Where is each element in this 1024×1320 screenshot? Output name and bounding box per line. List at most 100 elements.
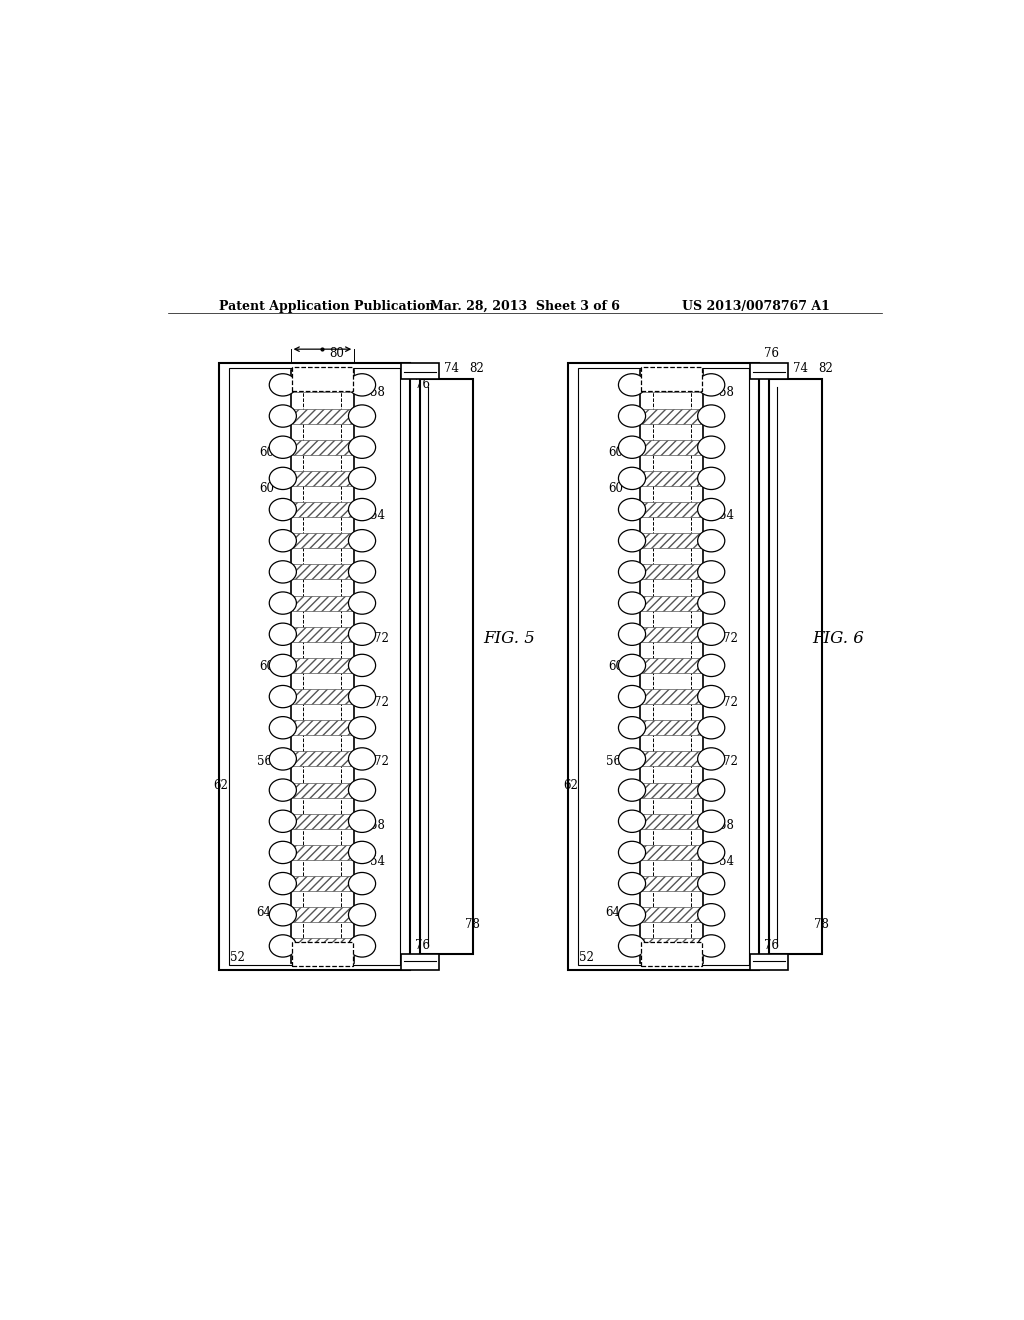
Ellipse shape — [618, 873, 645, 895]
Ellipse shape — [618, 841, 645, 863]
Ellipse shape — [697, 873, 725, 895]
Bar — [219, 363, 410, 970]
Text: 72: 72 — [374, 755, 389, 768]
Text: 74: 74 — [793, 363, 808, 375]
Ellipse shape — [269, 717, 296, 739]
Text: 62: 62 — [214, 779, 228, 792]
Ellipse shape — [348, 841, 376, 863]
Bar — [401, 954, 439, 970]
Bar — [293, 657, 352, 673]
Ellipse shape — [269, 591, 296, 614]
Bar — [293, 378, 352, 392]
Bar — [640, 370, 703, 964]
Text: 62: 62 — [563, 779, 578, 792]
Ellipse shape — [348, 374, 376, 396]
Text: 60: 60 — [259, 660, 274, 673]
Ellipse shape — [269, 747, 296, 770]
Ellipse shape — [269, 374, 296, 396]
Text: 60: 60 — [608, 446, 624, 459]
Ellipse shape — [348, 561, 376, 583]
Bar — [642, 876, 701, 891]
Bar — [291, 370, 354, 964]
Bar — [293, 813, 352, 829]
Bar — [578, 368, 750, 965]
Bar — [641, 942, 701, 966]
Ellipse shape — [269, 467, 296, 490]
Bar — [751, 954, 788, 970]
Ellipse shape — [348, 873, 376, 895]
Bar — [642, 533, 701, 548]
Ellipse shape — [618, 655, 645, 677]
Ellipse shape — [269, 904, 296, 925]
Ellipse shape — [348, 747, 376, 770]
Text: 78: 78 — [814, 917, 829, 931]
Ellipse shape — [697, 467, 725, 490]
Ellipse shape — [269, 436, 296, 458]
Bar — [293, 751, 352, 767]
Bar — [642, 657, 701, 673]
Ellipse shape — [348, 685, 376, 708]
Bar — [642, 907, 701, 923]
Ellipse shape — [697, 591, 725, 614]
Ellipse shape — [348, 499, 376, 520]
Text: 60: 60 — [608, 660, 624, 673]
Ellipse shape — [348, 717, 376, 739]
Ellipse shape — [618, 810, 645, 833]
Ellipse shape — [269, 873, 296, 895]
Text: 56: 56 — [257, 755, 271, 768]
Bar — [293, 440, 352, 454]
Bar — [642, 502, 701, 517]
Ellipse shape — [348, 779, 376, 801]
Text: 58: 58 — [719, 818, 734, 832]
Text: US 2013/0078767 A1: US 2013/0078767 A1 — [682, 300, 830, 313]
Bar — [293, 533, 352, 548]
Ellipse shape — [697, 810, 725, 833]
Bar — [642, 939, 701, 953]
Bar — [642, 595, 701, 611]
Bar — [769, 379, 822, 954]
Ellipse shape — [348, 904, 376, 925]
Text: FIG. 6: FIG. 6 — [812, 631, 864, 647]
Text: 78: 78 — [465, 917, 480, 931]
Bar — [293, 409, 352, 424]
Ellipse shape — [269, 779, 296, 801]
Bar — [568, 363, 759, 970]
Ellipse shape — [269, 935, 296, 957]
Ellipse shape — [697, 374, 725, 396]
Ellipse shape — [269, 685, 296, 708]
Ellipse shape — [348, 436, 376, 458]
Ellipse shape — [618, 561, 645, 583]
Bar — [293, 471, 352, 486]
Text: 76: 76 — [416, 379, 430, 391]
Ellipse shape — [618, 591, 645, 614]
Ellipse shape — [697, 904, 725, 925]
Bar — [293, 627, 352, 642]
Bar — [293, 845, 352, 859]
Bar — [293, 565, 352, 579]
Ellipse shape — [697, 841, 725, 863]
Ellipse shape — [269, 623, 296, 645]
Ellipse shape — [618, 685, 645, 708]
Bar — [293, 721, 352, 735]
Bar — [642, 471, 701, 486]
Ellipse shape — [348, 810, 376, 833]
Ellipse shape — [269, 561, 296, 583]
Bar — [642, 378, 701, 392]
Ellipse shape — [269, 499, 296, 520]
Text: 58: 58 — [370, 818, 385, 832]
Ellipse shape — [697, 529, 725, 552]
Ellipse shape — [618, 747, 645, 770]
Ellipse shape — [618, 935, 645, 957]
Ellipse shape — [348, 467, 376, 490]
Text: 52: 52 — [229, 952, 245, 965]
Text: 64: 64 — [606, 906, 621, 919]
Ellipse shape — [618, 436, 645, 458]
Bar — [292, 367, 352, 391]
Bar — [642, 627, 701, 642]
Ellipse shape — [697, 717, 725, 739]
Ellipse shape — [697, 405, 725, 428]
Bar — [228, 368, 400, 965]
Text: FIG. 5: FIG. 5 — [483, 631, 535, 647]
Bar — [642, 565, 701, 579]
Ellipse shape — [697, 747, 725, 770]
